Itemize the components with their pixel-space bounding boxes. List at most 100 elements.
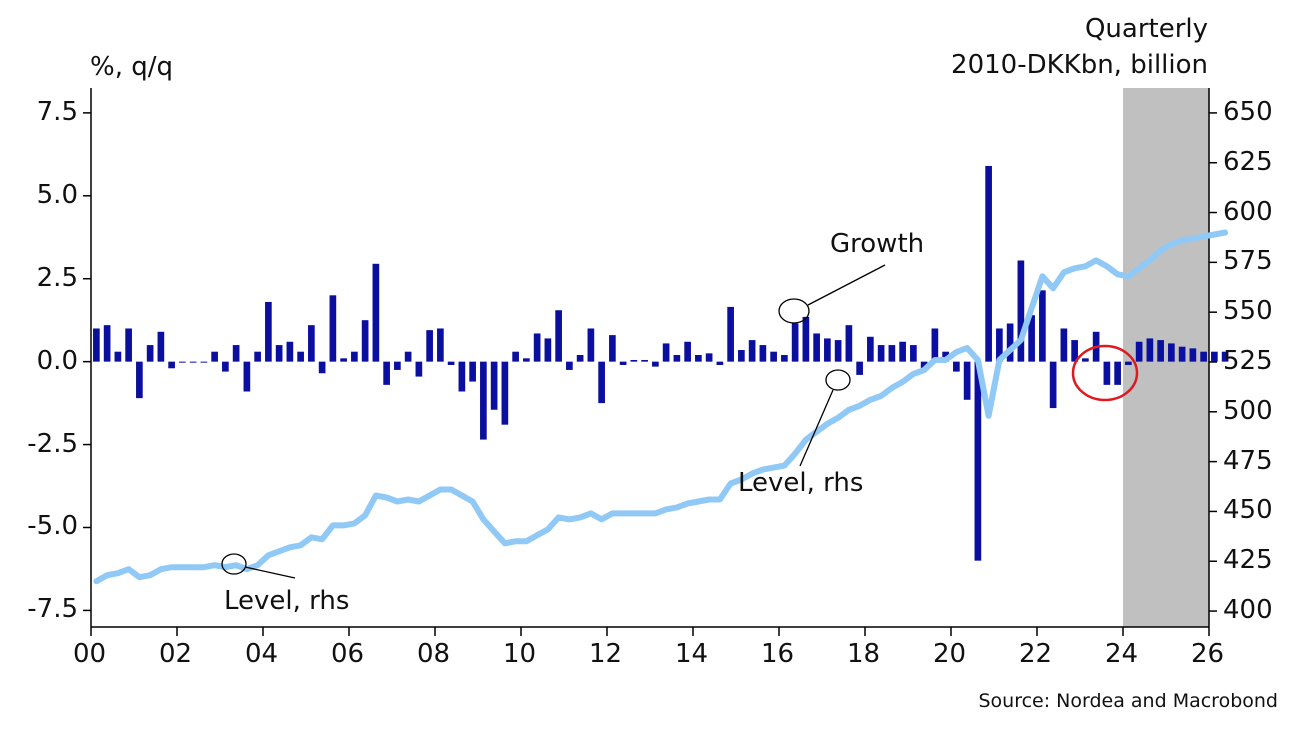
growth-bar — [114, 351, 122, 362]
growth-bar — [1103, 361, 1111, 385]
growth-bar — [985, 165, 992, 362]
growth-bar — [845, 325, 853, 362]
left-tick-label: -5.0 — [27, 511, 78, 542]
growth-bar — [705, 353, 713, 362]
growth-bar — [275, 345, 283, 362]
growth-bar — [813, 333, 820, 362]
growth-bar — [963, 361, 971, 400]
growth-bar — [609, 335, 616, 362]
growth-bar — [834, 340, 842, 362]
growth-bar — [867, 336, 874, 362]
growth-bar — [533, 333, 541, 362]
growth-bar — [1125, 361, 1132, 365]
x-tick-label: 14 — [675, 639, 709, 669]
left-tick-label: -2.5 — [27, 428, 78, 459]
growth-bar — [512, 351, 519, 362]
growth-bar — [437, 328, 444, 362]
growth-bar — [598, 361, 605, 404]
level-line — [93, 229, 1229, 585]
x-tick-label: 08 — [417, 639, 451, 669]
growth-bar — [200, 361, 208, 363]
growth-bar — [1017, 260, 1025, 362]
growth-bar — [1060, 328, 1068, 362]
right-tick-label: 450 — [1223, 495, 1273, 526]
growth-bar — [1200, 351, 1207, 362]
growth-bar — [630, 359, 638, 362]
left-tick-label: 7.5 — [36, 96, 78, 127]
x-tick-label: 18 — [847, 639, 881, 669]
growth-bar — [802, 316, 810, 362]
growth-bar — [877, 345, 885, 362]
growth-bar — [576, 355, 584, 362]
growth-bar — [103, 325, 111, 362]
level-low-marker-circle — [221, 553, 247, 575]
growth-bar — [93, 328, 100, 362]
x-tick-label: 10 — [503, 639, 537, 669]
growth-bar — [1146, 338, 1154, 362]
growth-bar — [1135, 341, 1143, 362]
growth-bar — [1006, 323, 1014, 362]
growth-bar — [372, 263, 380, 362]
left-tick-label: 2.5 — [36, 262, 78, 293]
x-tick-label: 24 — [1105, 639, 1139, 669]
growth-bar — [555, 310, 562, 362]
growth-bar — [738, 350, 745, 362]
x-tick-label: 04 — [245, 639, 279, 669]
left-tick-label: -7.5 — [27, 594, 78, 625]
right-tick-label: 575 — [1223, 246, 1273, 277]
growth-bar — [523, 358, 530, 362]
growth-bar — [695, 355, 702, 362]
left-tick-label: 0.0 — [36, 345, 78, 376]
growth-bar — [222, 361, 229, 372]
growth-bar — [232, 345, 240, 362]
growth-bar — [673, 355, 681, 362]
growth-bar — [404, 351, 412, 362]
growth-bar — [910, 345, 917, 362]
right-tick-label: 475 — [1223, 445, 1273, 476]
right-tick-label: 600 — [1223, 196, 1273, 227]
growth-bar — [759, 345, 767, 362]
growth-bar — [662, 343, 670, 362]
annotation-level-low: Level, rhs — [224, 586, 350, 616]
growth-bar — [824, 338, 831, 362]
growth-bar — [189, 361, 197, 363]
right-axis-unit-line2: 2010-DKKbn, billion — [951, 50, 1208, 80]
growth-bar — [770, 351, 777, 362]
growth-bar — [953, 361, 960, 372]
growth-bar — [447, 361, 455, 365]
growth-bar — [641, 359, 648, 362]
growth-bar — [1049, 361, 1057, 409]
growth-bar — [136, 361, 143, 399]
annotation-growth: Growth — [830, 229, 925, 259]
growth-bar — [748, 340, 756, 362]
growth-bar — [168, 361, 175, 369]
x-tick-label: 00 — [73, 639, 107, 669]
growth-bar — [619, 361, 627, 365]
growth-bar — [383, 361, 390, 385]
right-tick-label: 550 — [1223, 296, 1273, 327]
growth-bar — [1082, 358, 1089, 362]
right-tick-label: 500 — [1223, 395, 1273, 426]
right-tick-label: 625 — [1223, 146, 1273, 177]
growth-bar — [1221, 351, 1229, 362]
growth-bar — [1071, 340, 1078, 362]
growth-bar — [501, 361, 509, 425]
left-tick-label: 5.0 — [36, 179, 78, 210]
x-tick-label: 20 — [933, 639, 967, 669]
growth-bar — [1189, 348, 1197, 362]
growth-bar — [469, 361, 476, 382]
growth-bar — [856, 361, 863, 375]
growth-bar — [1178, 346, 1186, 362]
growth-bar — [791, 323, 799, 362]
growth-bar — [1028, 315, 1035, 362]
growth-bar — [394, 361, 401, 370]
growth-bar — [888, 345, 896, 362]
growth-bar — [1114, 361, 1121, 385]
growth-bar — [243, 361, 251, 392]
right-tick-label: 425 — [1223, 545, 1273, 576]
left-axis-unit: %, q/q — [90, 52, 174, 82]
growth-bar — [318, 361, 326, 374]
growth-bar — [974, 361, 982, 561]
growth-marker-circle — [778, 298, 810, 324]
